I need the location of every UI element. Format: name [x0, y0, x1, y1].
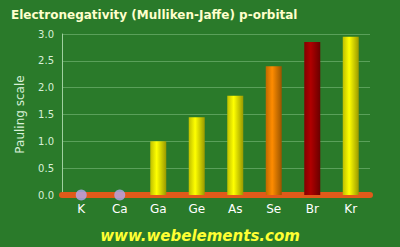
- svg-text:Ge: Ge: [188, 202, 205, 216]
- svg-text:K: K: [77, 202, 86, 216]
- svg-text:0.5: 0.5: [38, 163, 54, 174]
- svg-text:As: As: [228, 202, 242, 216]
- svg-text:3.0: 3.0: [38, 29, 54, 40]
- svg-text:2.5: 2.5: [38, 55, 54, 66]
- svg-text:www.webelements.com: www.webelements.com: [100, 227, 300, 245]
- svg-text:Electronegativity (Mulliken-Ja: Electronegativity (Mulliken-Jaffe) p-orb…: [11, 8, 297, 22]
- svg-text:Se: Se: [266, 202, 281, 216]
- svg-text:Ga: Ga: [150, 202, 167, 216]
- svg-text:1.5: 1.5: [38, 109, 54, 120]
- svg-text:1.0: 1.0: [38, 136, 54, 147]
- svg-text:Kr: Kr: [344, 202, 357, 216]
- svg-text:Br: Br: [306, 202, 319, 216]
- svg-text:Pauling scale: Pauling scale: [13, 75, 27, 153]
- svg-text:Ca: Ca: [112, 202, 128, 216]
- svg-text:2.0: 2.0: [38, 82, 54, 93]
- svg-text:0.0: 0.0: [38, 190, 54, 201]
